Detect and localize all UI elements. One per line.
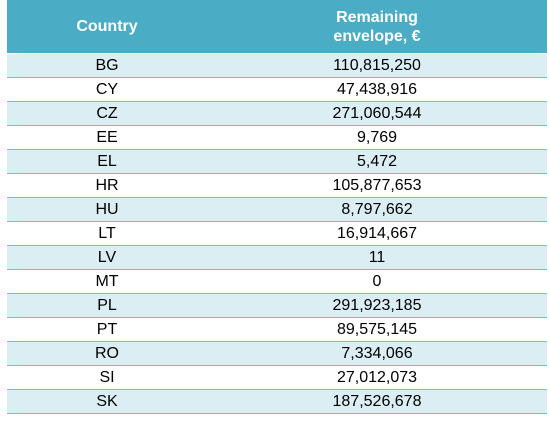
table-row: CZ 271,060,544 <box>7 101 547 126</box>
country-cell: SK <box>7 389 207 414</box>
country-cell: PT <box>7 317 207 342</box>
table-row: PL 291,923,185 <box>7 293 547 318</box>
table-row: CY 47,438,916 <box>7 77 547 102</box>
envelope-cell: 27,012,073 <box>207 365 547 390</box>
envelope-cell: 110,815,250 <box>207 53 547 78</box>
table-row: BG 110,815,250 <box>7 53 547 78</box>
envelope-cell: 89,575,145 <box>207 317 547 342</box>
envelope-cell: 291,923,185 <box>207 293 547 318</box>
envelope-cell: 9,769 <box>207 125 547 150</box>
table-row: EL 5,472 <box>7 149 547 174</box>
envelope-cell: 16,914,667 <box>207 221 547 246</box>
table-row: MT 0 <box>7 269 547 294</box>
envelope-cell: 187,526,678 <box>207 389 547 414</box>
envelope-cell: 47,438,916 <box>207 77 547 102</box>
header-row: Country Remaining envelope, € <box>7 0 547 54</box>
remaining-envelope-table: Country Remaining envelope, € BG 110,815,2… <box>7 0 547 414</box>
envelope-cell: 8,797,662 <box>207 197 547 222</box>
envelope-header-line2: envelope, € <box>333 27 421 45</box>
envelope-header-line1: Remaining <box>336 8 418 26</box>
remaining-envelope-column-header: Remaining envelope, € <box>207 0 547 54</box>
table-row: SK 187,526,678 <box>7 389 547 414</box>
envelope-cell: 5,472 <box>207 149 547 174</box>
table-row: LT 16,914,667 <box>7 221 547 246</box>
table-row: PT 89,575,145 <box>7 317 547 342</box>
country-cell: MT <box>7 269 207 294</box>
envelope-cell: 11 <box>207 245 547 270</box>
table-row: SI 27,012,073 <box>7 365 547 390</box>
country-cell: EE <box>7 125 207 150</box>
country-cell: PL <box>7 293 207 318</box>
envelope-cell: 105,877,653 <box>207 173 547 198</box>
envelope-cell: 271,060,544 <box>207 101 547 126</box>
country-cell: HR <box>7 173 207 198</box>
country-cell: CZ <box>7 101 207 126</box>
country-cell: LT <box>7 221 207 246</box>
table-row: HR 105,877,653 <box>7 173 547 198</box>
country-column-header: Country <box>7 0 207 54</box>
table-body: BG 110,815,250 CY 47,438,916 CZ 271,060,544… <box>7 53 547 414</box>
table-row: HU 8,797,662 <box>7 197 547 222</box>
table-row: RO 7,334,066 <box>7 341 547 366</box>
country-cell: LV <box>7 245 207 270</box>
country-cell: CY <box>7 77 207 102</box>
country-cell: BG <box>7 53 207 78</box>
table-header: Country Remaining envelope, € <box>7 0 547 54</box>
country-cell: EL <box>7 149 207 174</box>
envelope-cell: 0 <box>207 269 547 294</box>
country-cell: SI <box>7 365 207 390</box>
envelope-cell: 7,334,066 <box>207 341 547 366</box>
table-row: EE 9,769 <box>7 125 547 150</box>
country-cell: RO <box>7 341 207 366</box>
table-row: LV 11 <box>7 245 547 270</box>
country-cell: HU <box>7 197 207 222</box>
